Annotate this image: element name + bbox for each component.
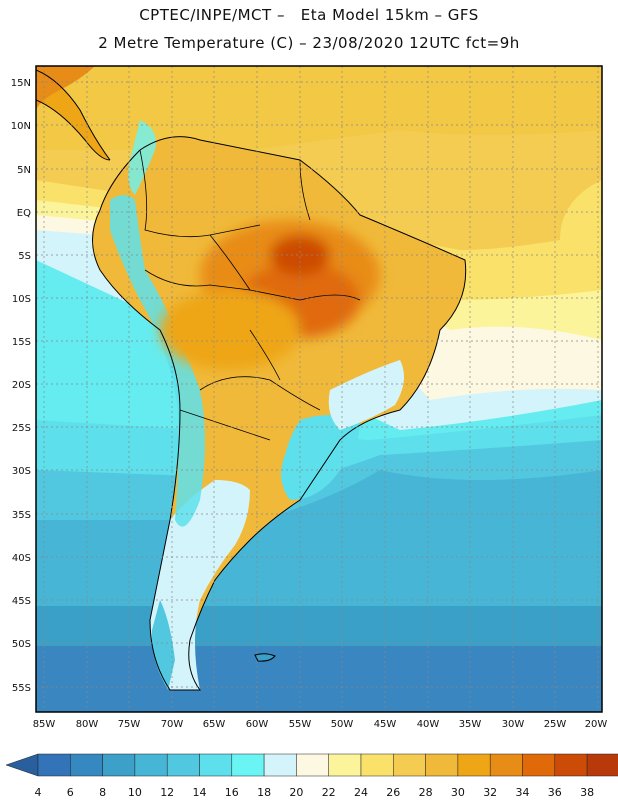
lat-label: 5S <box>18 251 31 262</box>
lon-label: 80W <box>76 719 99 730</box>
color-legend: 4 6 8 10 12 14 16 18 20 22 24 26 28 30 32 34 36 38 <box>5 753 618 799</box>
lon-label: 20W <box>585 719 608 730</box>
lat-axis: 15N 10N 5N EQ 5S 10S 15S 20S 25S 30S 35S… <box>11 78 31 694</box>
legend-swatch <box>70 753 103 777</box>
legend-label: 18 <box>257 786 271 799</box>
legend-swatch <box>586 753 618 777</box>
legend-swatch <box>328 753 362 777</box>
lat-label: 10S <box>12 294 31 305</box>
legend-swatch <box>199 753 233 777</box>
legend-label: 6 <box>67 786 74 799</box>
legend-label: 14 <box>193 786 207 799</box>
legend-label: 36 <box>548 786 562 799</box>
map-title-line1: CPTEC/INPE/MCT – Eta Model 15km – GFS <box>139 6 479 24</box>
legend-label: 28 <box>419 786 433 799</box>
legend-swatch <box>393 753 426 777</box>
legend-swatch <box>134 753 168 777</box>
map-field <box>36 66 602 712</box>
legend-label: 38 <box>580 786 594 799</box>
lon-label: 85W <box>33 719 56 730</box>
legend-label: 4 <box>35 786 42 799</box>
legend-swatch <box>489 753 523 777</box>
lon-label: 75W <box>118 719 141 730</box>
lat-label: 35S <box>12 510 31 521</box>
legend-swatch <box>102 753 136 777</box>
lat-label: 10N <box>11 121 31 132</box>
lat-label: 50S <box>12 639 31 650</box>
temperature-map: 15N 10N 5N EQ 5S 10S 15S 20S 25S 30S 35S… <box>11 65 608 730</box>
lat-label: 5N <box>17 165 31 176</box>
lon-label: 50W <box>331 719 354 730</box>
lon-label: 70W <box>161 719 184 730</box>
lat-label: 40S <box>12 553 31 564</box>
lat-label: 25S <box>12 423 31 434</box>
lat-label: 20S <box>12 380 31 391</box>
legend-swatch <box>425 753 459 777</box>
lon-label: 30W <box>502 719 525 730</box>
legend-swatch <box>37 753 71 777</box>
lat-label: EQ <box>17 208 31 219</box>
legend-label: 32 <box>483 786 497 799</box>
lat-label: 15S <box>12 337 31 348</box>
legend-label: 34 <box>516 786 530 799</box>
lon-label: 35W <box>459 719 482 730</box>
legend-swatch <box>166 753 200 777</box>
lon-label: 55W <box>289 719 312 730</box>
legend-swatch <box>360 753 394 777</box>
legend-label: 30 <box>451 786 465 799</box>
legend-label: 12 <box>160 786 174 799</box>
map-title-line2: 2 Metre Temperature (C) – 23/08/2020 12U… <box>98 34 520 52</box>
lat-lon-grid <box>36 66 602 712</box>
lon-label: 40W <box>417 719 440 730</box>
legend-swatch <box>296 753 329 777</box>
legend-label: 10 <box>128 786 142 799</box>
legend-swatch <box>231 753 265 777</box>
legend-label: 16 <box>225 786 239 799</box>
legend-labels: 4 6 8 10 12 14 16 18 20 22 24 26 28 30 32 34 36 38 <box>35 786 595 799</box>
lon-label: 45W <box>374 719 397 730</box>
map-frame <box>35 65 603 713</box>
legend-swatch <box>457 753 491 777</box>
lon-axis: 85W 80W 75W 70W 65W 60W 55W 50W 45W 40W … <box>33 719 608 730</box>
legend-label: 22 <box>322 786 336 799</box>
lat-label: 45S <box>12 596 31 607</box>
legend-label: 8 <box>99 786 106 799</box>
lon-label: 65W <box>203 719 226 730</box>
legend-low-arrow <box>5 753 39 777</box>
coastline <box>36 69 467 691</box>
legend-label: 24 <box>354 786 368 799</box>
lon-label: 25W <box>544 719 567 730</box>
legend-swatch <box>522 753 556 777</box>
legend-label: 26 <box>386 786 400 799</box>
legend-label: 20 <box>289 786 303 799</box>
legend-swatch <box>554 753 588 777</box>
legend-swatches <box>5 753 618 777</box>
lat-label: 30S <box>12 466 31 477</box>
lat-label: 55S <box>12 683 31 694</box>
lon-label: 60W <box>246 719 269 730</box>
legend-swatch <box>263 753 297 777</box>
lat-label: 15N <box>11 78 31 89</box>
